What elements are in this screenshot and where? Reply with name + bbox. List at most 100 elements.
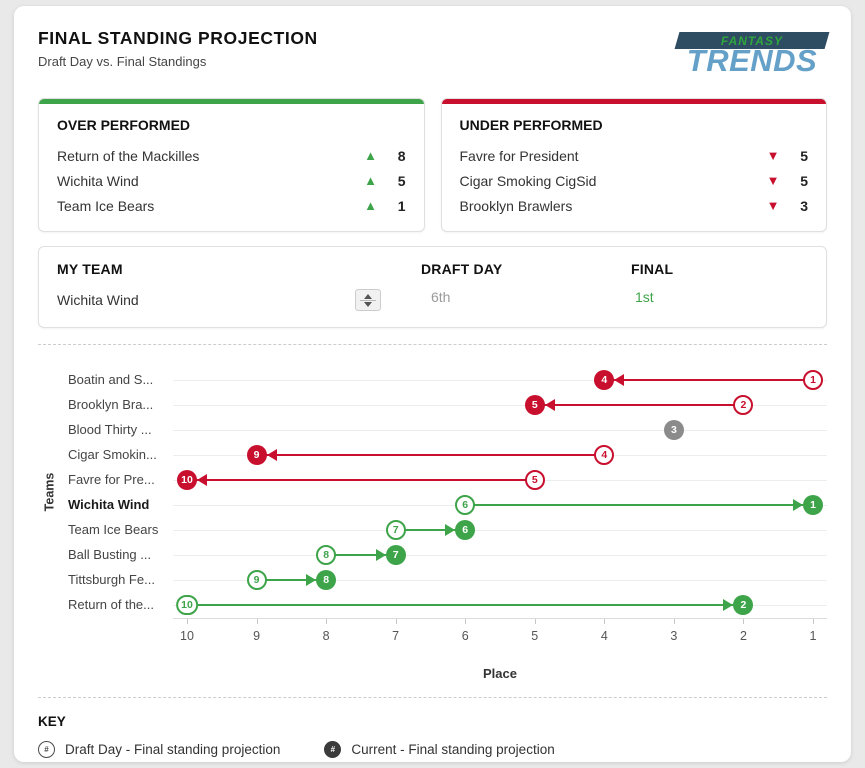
- team-label: Return of the...: [68, 597, 154, 612]
- chart-row: Cigar Smokin... 4 9: [38, 442, 827, 467]
- team-label: Brooklyn Bra...: [68, 397, 154, 412]
- red-accent-bar: [441, 99, 826, 104]
- chart-row: Tittsburgh Fe... 9 8: [38, 567, 827, 592]
- x-tick-label: 10: [180, 629, 194, 643]
- x-tick-label: 4: [600, 629, 608, 643]
- app-card: FINAL STANDING PROJECTION Draft Day vs. …: [14, 6, 851, 762]
- standings-chart: Teams Boatin and S... 1 4 Brooklyn Bra... 2 5…: [38, 367, 827, 681]
- over-performed-row: Return of the Mackilles ▲ 8: [57, 143, 406, 168]
- key-item-label: Draft Day - Final standing projection: [65, 742, 281, 757]
- arrowhead-icon: [375, 548, 386, 561]
- final-column: FINAL 1st: [631, 261, 808, 311]
- change-line: [256, 453, 605, 456]
- x-tick-label: 3: [670, 629, 678, 643]
- key-item-current: # Current - Final standing projection: [324, 741, 555, 758]
- change-line: [604, 378, 813, 381]
- team-name: Return of the Mackilles: [57, 147, 200, 164]
- change-line: [326, 553, 396, 556]
- down-triangle-icon: ▼: [766, 148, 780, 163]
- open-circle-icon: #: [38, 741, 55, 758]
- final-label: FINAL: [631, 261, 674, 277]
- change-line: [534, 403, 744, 406]
- final-marker: 1: [803, 494, 823, 515]
- page-subtitle: Draft Day vs. Final Standings: [38, 54, 207, 69]
- x-tick: [673, 619, 675, 624]
- spinner-up-icon[interactable]: [364, 293, 372, 299]
- team-label: Blood Thirty ...: [68, 422, 152, 437]
- divider: [38, 344, 827, 345]
- up-triangle-icon: ▲: [364, 173, 377, 188]
- chart-row: Boatin and S... 1 4: [38, 367, 827, 392]
- draft-marker: 7: [385, 519, 406, 540]
- draft-marker: 9: [246, 569, 267, 590]
- team-label: Tittsburgh Fe...: [68, 572, 155, 587]
- green-accent-bar: [39, 99, 424, 104]
- team-label: Boatin and S...: [68, 372, 154, 387]
- chart-row: Blood Thirty ... 3: [38, 417, 827, 442]
- draft-marker: 10: [176, 594, 198, 615]
- arrowhead-icon: [544, 398, 555, 411]
- x-tick: [256, 619, 258, 624]
- filled-circle-icon: #: [324, 741, 342, 758]
- team-selector[interactable]: Wichita Wind: [57, 289, 421, 311]
- final-marker: 4: [594, 369, 615, 390]
- x-tick-label: 2: [739, 629, 747, 643]
- over-performed-title: OVER PERFORMED: [57, 117, 191, 133]
- my-team-column: MY TEAM Wichita Wind: [57, 261, 421, 311]
- row-plot: 3: [173, 417, 827, 442]
- final-marker: 10: [177, 469, 197, 490]
- gridline: [173, 429, 827, 431]
- final-marker: 9: [246, 444, 267, 465]
- my-team-label: MY TEAM: [57, 261, 123, 277]
- team-spinner[interactable]: [355, 289, 381, 311]
- arrowhead-icon: [306, 573, 317, 586]
- chart-row: Wichita Wind 6 1: [38, 492, 827, 517]
- delta-value: 5: [397, 172, 406, 189]
- divider: [38, 697, 827, 698]
- x-axis-row: 10 9 8 7 6 5 4 3 2 1: [38, 618, 827, 654]
- page-header: FINAL STANDING PROJECTION Draft Day vs. …: [38, 28, 830, 86]
- draft-marker: 2: [733, 394, 754, 415]
- x-tick-label: 9: [253, 629, 261, 643]
- final-value: 1st: [635, 289, 654, 305]
- change-line: [187, 478, 535, 481]
- x-tick-label: 6: [461, 629, 469, 643]
- page-title: FINAL STANDING PROJECTION: [38, 28, 318, 48]
- delta-value: 3: [800, 197, 808, 214]
- draft-marker: 4: [594, 444, 615, 465]
- x-tick: [534, 619, 536, 624]
- gridline: [173, 404, 827, 406]
- spinner-divider: [360, 299, 376, 301]
- under-performed-row: Favre for President ▼ 5: [460, 143, 809, 168]
- x-tick: [604, 619, 606, 624]
- delta-value: 5: [800, 172, 808, 189]
- chart-key: KEY # Draft Day - Final standing project…: [38, 714, 827, 758]
- final-marker: 5: [524, 394, 545, 415]
- team-name: Wichita Wind: [57, 172, 139, 189]
- x-tick-label: 7: [392, 629, 400, 643]
- x-tick: [187, 619, 188, 624]
- logo-top-text: FANTASY: [720, 33, 784, 48]
- x-tick: [743, 619, 745, 624]
- key-title: KEY: [38, 714, 66, 729]
- header-titles: FINAL STANDING PROJECTION Draft Day vs. …: [38, 28, 318, 69]
- chart-row: Brooklyn Bra... 2 5: [38, 392, 827, 417]
- x-tick-label: 5: [531, 629, 539, 643]
- spinner-down-icon[interactable]: [364, 301, 372, 307]
- draft-marker: 6: [455, 494, 476, 515]
- team-name: Brooklyn Brawlers: [459, 197, 573, 214]
- team-name: Cigar Smoking CigSid: [459, 172, 597, 189]
- down-triangle-icon: ▼: [766, 173, 780, 188]
- up-triangle-icon: ▲: [364, 148, 377, 163]
- team-label: Ball Busting ...: [68, 547, 152, 562]
- chart-row: Ball Busting ... 8 7: [38, 542, 827, 567]
- under-performed-title: UNDER PERFORMED: [459, 117, 603, 133]
- final-marker: 7: [385, 544, 406, 565]
- over-performed-card: OVER PERFORMED Return of the Mackilles ▲…: [38, 98, 425, 232]
- chart-rows-wrap: Teams Boatin and S... 1 4 Brooklyn Bra... 2 5…: [38, 367, 827, 617]
